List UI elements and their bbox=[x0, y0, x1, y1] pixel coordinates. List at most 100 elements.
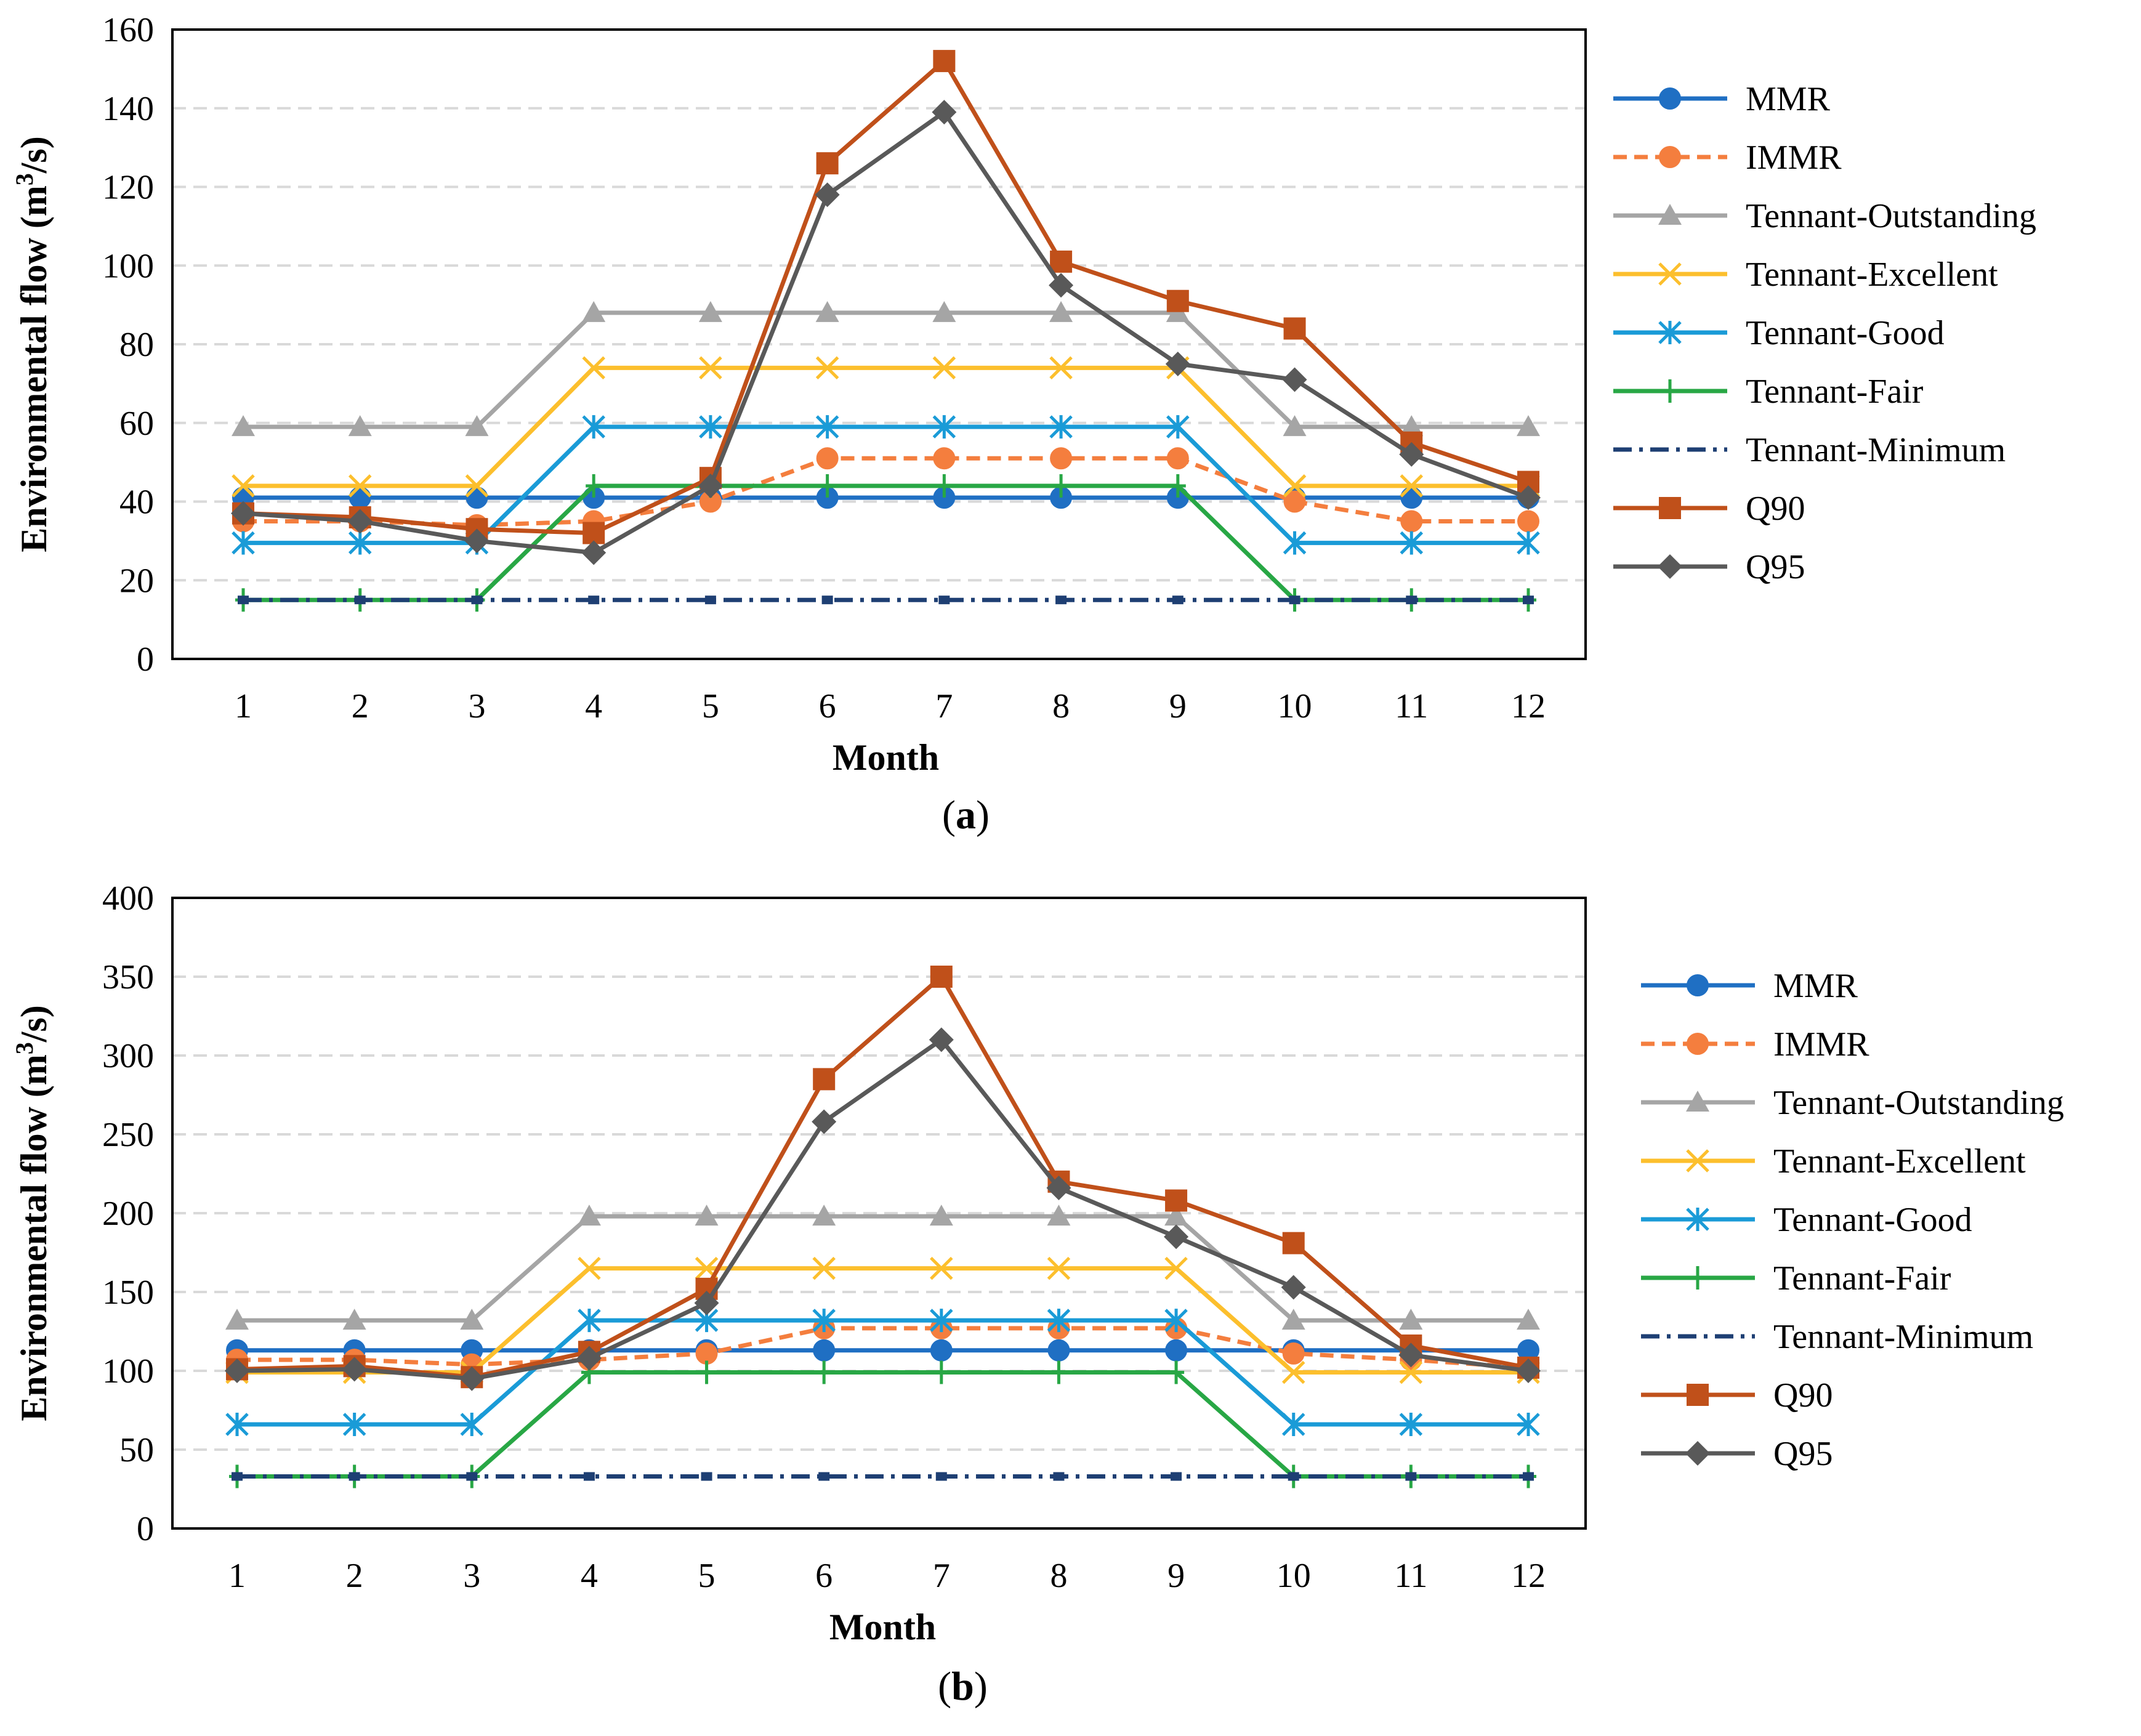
data-point-tennant-fair bbox=[816, 1360, 833, 1384]
x-tick-label: 7 bbox=[933, 1557, 950, 1595]
data-point-tennant-minimum bbox=[701, 1472, 712, 1481]
data-point-q90 bbox=[816, 152, 839, 175]
x-tick-label: 12 bbox=[1511, 687, 1546, 725]
data-point-tennant-good bbox=[460, 1413, 484, 1437]
data-point-tennant-minimum bbox=[232, 1472, 243, 1481]
legend-marker bbox=[1659, 497, 1681, 519]
data-point-tennant-fair bbox=[1053, 474, 1070, 498]
y-axis-title-prefix: Environmental flow (m bbox=[14, 185, 54, 552]
data-point-tennant-excellent bbox=[815, 356, 839, 380]
y-tick-label: 150 bbox=[102, 1274, 154, 1312]
data-point-q95 bbox=[1399, 442, 1424, 467]
panel-label-close: ) bbox=[974, 1664, 988, 1709]
x-axis-title: Month bbox=[833, 737, 939, 778]
y-tick-label: 0 bbox=[137, 640, 154, 679]
data-point-tennant-excellent bbox=[1281, 1360, 1305, 1384]
y-axis-title: Environmental flow (m3/s) bbox=[10, 136, 55, 552]
data-point-mmr bbox=[1165, 1339, 1188, 1362]
data-point-tennant-minimum bbox=[821, 595, 833, 605]
x-tick-label: 2 bbox=[352, 687, 369, 725]
series-immr bbox=[226, 1317, 1539, 1379]
x-tick-label: 3 bbox=[468, 687, 485, 725]
legend-label: Tennant-Minimum bbox=[1746, 431, 2006, 469]
data-point-tennant-good bbox=[1283, 531, 1307, 555]
legend-item-q95: Q95 bbox=[1613, 548, 1805, 586]
series-q95 bbox=[225, 1027, 1541, 1391]
legend: MMR IMMR Tennant-Outstanding Tennant-Excell… bbox=[1613, 80, 2036, 586]
legend-label: Q90 bbox=[1746, 490, 1805, 528]
y-tick-label: 160 bbox=[102, 11, 154, 49]
data-point-tennant-fair bbox=[819, 474, 836, 498]
data-point-tennant-minimum bbox=[935, 1472, 947, 1481]
data-point-tennant-excellent bbox=[465, 474, 489, 498]
series-q90 bbox=[232, 50, 1539, 544]
legend-item-q90: Q90 bbox=[1641, 1376, 1833, 1415]
x-tick-label: 11 bbox=[1395, 687, 1428, 725]
y-tick-label: 100 bbox=[102, 247, 154, 285]
data-point-tennant-excellent bbox=[1164, 1256, 1188, 1280]
data-point-q95 bbox=[1165, 351, 1190, 376]
data-point-q95 bbox=[231, 501, 256, 526]
data-point-q90 bbox=[583, 522, 605, 544]
data-point-tennant-excellent bbox=[1283, 474, 1307, 498]
data-point-tennant-minimum bbox=[1288, 1472, 1299, 1481]
data-point-tennant-minimum bbox=[1053, 1472, 1065, 1481]
data-point-q95 bbox=[929, 1027, 954, 1052]
data-point-tennant-good bbox=[578, 1309, 601, 1333]
series-tennant-good bbox=[232, 415, 1540, 555]
legend-label: IMMR bbox=[1746, 139, 1842, 177]
legend-item-tennant-good: Tennant-Good bbox=[1641, 1201, 1972, 1239]
data-point-immr bbox=[1400, 510, 1423, 533]
y-axis-ticks: 0 20 40 60 80 100 120 140 160 bbox=[102, 11, 154, 679]
series-mmr bbox=[232, 486, 1539, 509]
data-point-tennant-good bbox=[1049, 415, 1073, 439]
data-point-tennant-minimum bbox=[938, 595, 950, 605]
data-point-q95 bbox=[815, 182, 840, 208]
data-point-tennant-fair bbox=[1169, 474, 1186, 498]
data-point-mmr bbox=[1047, 1339, 1070, 1362]
plot-area bbox=[171, 28, 1587, 660]
x-tick-label: 8 bbox=[1052, 687, 1070, 725]
legend-label: Tennant-Outstanding bbox=[1773, 1084, 2064, 1122]
data-point-q95 bbox=[694, 1290, 719, 1315]
data-point-immr bbox=[933, 447, 956, 470]
y-tick-label: 100 bbox=[102, 1352, 154, 1391]
data-point-tennant-outstanding bbox=[695, 1205, 719, 1226]
y-tick-label: 40 bbox=[119, 483, 154, 522]
y-axis-title-suffix: /s) bbox=[14, 136, 54, 174]
data-point-tennant-good bbox=[1400, 531, 1424, 555]
legend: MMR IMMR Tennant-Outstanding Tennant-Excell… bbox=[1641, 967, 2064, 1473]
legend-item-tennant-excellent: Tennant-Excellent bbox=[1641, 1142, 2026, 1181]
data-point-tennant-outstanding bbox=[932, 301, 956, 322]
x-tick-label: 9 bbox=[1169, 687, 1187, 725]
data-point-tennant-outstanding bbox=[342, 1309, 366, 1330]
y-axis-title: Environmental flow (m3/s) bbox=[10, 1005, 55, 1421]
data-point-q95 bbox=[1049, 273, 1074, 298]
series-line-tennant-good bbox=[243, 424, 1528, 546]
panel-label: (b) bbox=[938, 1664, 988, 1709]
x-tick-label: 9 bbox=[1167, 1557, 1185, 1595]
legend-item-tennant-fair: Tennant-Fair bbox=[1641, 1259, 1951, 1298]
data-point-tennant-excellent bbox=[1047, 1256, 1071, 1280]
data-point-tennant-minimum bbox=[818, 1472, 830, 1481]
legend-item-tennant-outstanding: Tennant-Outstanding bbox=[1641, 1084, 2064, 1122]
x-tick-label: 3 bbox=[463, 1557, 480, 1595]
data-point-q95 bbox=[1516, 1359, 1541, 1383]
y-tick-label: 20 bbox=[119, 562, 154, 600]
y-tick-label: 400 bbox=[102, 879, 154, 918]
data-point-tennant-excellent bbox=[1049, 356, 1073, 380]
data-point-mmr bbox=[349, 486, 371, 509]
data-point-tennant-minimum bbox=[466, 1472, 478, 1481]
legend-item-mmr: MMR bbox=[1613, 80, 1831, 118]
series-tennant-minimum bbox=[232, 1472, 1534, 1481]
x-tick-label: 2 bbox=[346, 1557, 363, 1595]
legend-item-tennant-outstanding: Tennant-Outstanding bbox=[1613, 197, 2036, 235]
y-axis-title-suffix: /s) bbox=[14, 1005, 54, 1043]
data-point-tennant-good bbox=[1166, 415, 1190, 439]
data-point-tennant-outstanding bbox=[1517, 1309, 1540, 1330]
x-tick-label: 5 bbox=[702, 687, 719, 725]
series-q95 bbox=[231, 100, 1541, 565]
legend-marker bbox=[1690, 1266, 1706, 1290]
